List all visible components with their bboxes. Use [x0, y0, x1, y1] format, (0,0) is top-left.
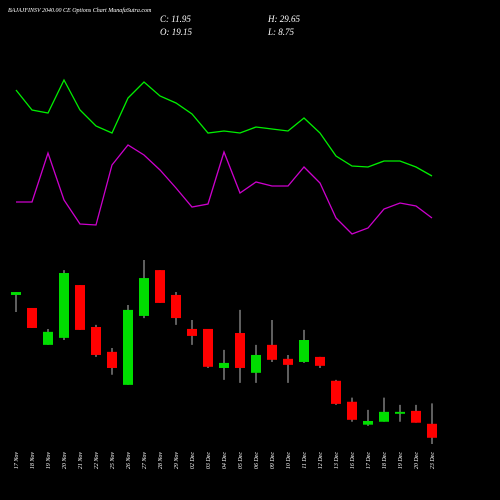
x-tick-label: 27 Nov	[142, 452, 148, 470]
candle-body	[155, 270, 165, 303]
x-tick-label: 19 Nov	[46, 452, 52, 470]
candle-body	[427, 423, 437, 438]
candle-body	[251, 354, 261, 373]
candle-body	[283, 358, 293, 365]
x-tick-label: 04 Dec	[221, 452, 228, 469]
candle-body	[59, 273, 69, 338]
low-label: L: 8.75	[267, 27, 295, 37]
x-tick-label: 10 Dec	[286, 452, 292, 469]
x-tick-label: 26 Nov	[126, 452, 132, 470]
candle-body	[331, 380, 341, 404]
x-tick-label: 17 Nov	[14, 452, 20, 470]
x-tick-label: 09 Dec	[270, 452, 276, 469]
x-tick-label: 11 Dec	[302, 452, 308, 469]
candle-body	[123, 309, 133, 385]
x-tick-label: 20 Dec	[414, 452, 420, 469]
candle-body	[187, 328, 197, 336]
x-tick-label: 18 Dec	[382, 452, 388, 469]
x-tick-label: 19 Dec	[398, 452, 404, 469]
candle-body	[395, 411, 405, 414]
candle-body	[219, 362, 229, 368]
high-label: H: 29.65	[267, 14, 300, 24]
open-label: O: 19.15	[160, 27, 192, 37]
chart-title: BAJAJFINSV 2040.00 CE Options Chart Muna…	[8, 7, 152, 14]
x-tick-label: 13 Dec	[334, 452, 340, 469]
x-tick-label: 29 Nov	[174, 452, 180, 470]
x-tick-label: 23 Dec	[430, 452, 436, 469]
x-tick-label: 17 Dec	[366, 452, 372, 469]
candle-body	[379, 411, 389, 422]
x-tick-label: 18 Nov	[30, 452, 36, 470]
x-tick-label: 20 Nov	[62, 452, 68, 470]
close-label: C: 11.95	[160, 14, 191, 24]
x-tick-label: 21 Nov	[78, 452, 84, 470]
x-tick-label: 22 Nov	[94, 452, 100, 470]
candle-body	[203, 328, 213, 367]
x-tick-label: 12 Dec	[318, 452, 324, 469]
candle-body	[75, 285, 85, 330]
candle-body	[299, 340, 309, 362]
candle-body	[315, 356, 325, 366]
x-tick-label: 16 Dec	[350, 452, 356, 469]
x-tick-label: 06 Dec	[254, 452, 260, 469]
candle-body	[91, 326, 101, 355]
candle-body	[11, 292, 21, 295]
indicator-line	[15, 78, 433, 177]
x-tick-label: 25 Nov	[110, 452, 116, 470]
candle-body	[363, 420, 373, 425]
candle-body	[267, 344, 277, 360]
candle-body	[171, 294, 181, 319]
candle-body	[107, 351, 117, 368]
indicator-line	[16, 144, 433, 235]
candle-body	[347, 401, 357, 420]
x-tick-label: 05 Dec	[238, 452, 244, 469]
candle-body	[27, 307, 37, 328]
x-tick-label: 02 Dec	[190, 452, 196, 469]
candle-body	[139, 278, 149, 316]
candle-body	[411, 410, 421, 423]
candle-body	[235, 333, 245, 368]
candle-body	[43, 331, 53, 345]
x-tick-label: 03 Dec	[206, 452, 212, 469]
x-tick-label: 28 Nov	[158, 452, 164, 470]
